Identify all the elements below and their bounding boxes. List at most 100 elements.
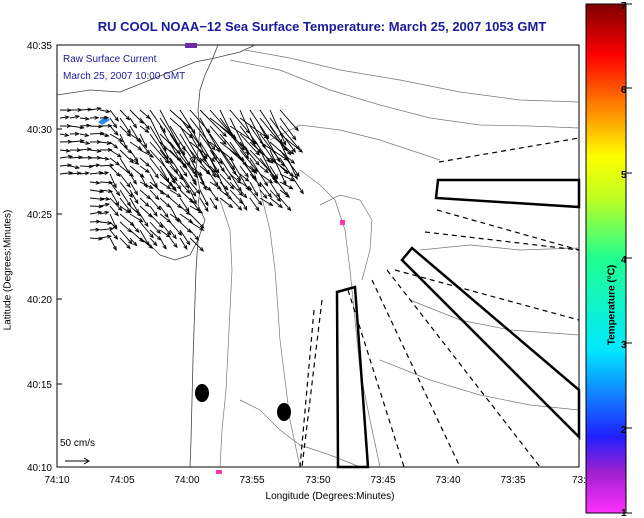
current-vector-head [192,170,197,176]
current-vector-head [176,149,182,155]
current-vector [149,165,159,179]
current-vector [209,141,234,161]
current-vector-head [185,207,190,213]
current-vector-head [98,236,104,241]
current-vector [279,125,300,150]
current-vector [179,141,196,164]
current-vector [269,189,281,202]
current-vector-head [285,193,291,198]
current-vector [129,213,143,223]
current-vector [179,133,196,160]
current-vector [189,205,203,214]
current-vector [259,173,273,184]
current-vector [89,237,103,240]
current-vector [209,117,237,139]
current-vector [99,189,113,192]
current-vector [79,172,89,175]
current-vector-head [275,192,281,198]
current-vector-head [176,217,182,223]
current-vector [199,197,209,212]
depth-contour [319,194,373,281]
current-vector [109,125,119,136]
current-vector [239,117,269,139]
current-vector [179,197,190,212]
x-axis-label: Longitude (Degrees:Minutes) [265,491,395,502]
radar-sector [400,246,581,441]
current-vector [109,157,120,166]
current-vector [139,213,149,227]
current-vector [79,133,89,137]
current-vector-head [214,181,219,187]
current-vector [99,116,109,119]
current-vector-head [78,155,84,160]
current-vector [159,221,172,235]
current-vector-head [165,203,171,208]
current-vector [159,197,171,208]
current-vector [79,148,91,151]
current-vector [69,125,84,129]
current-vector [189,229,199,241]
current-vector [189,165,203,176]
current-vector-head [192,199,197,205]
current-vector [199,181,212,191]
current-vector [259,117,288,151]
x-tick-label: 73:35 [500,475,525,486]
current-vector [139,237,153,249]
current-vector-head [254,191,259,197]
current-vector [279,149,300,177]
current-vector-head [264,168,270,174]
y-tick-label: 40:30 [27,125,52,136]
current-vector-head [115,191,121,197]
radar-sector [434,178,581,209]
current-vector [129,221,140,233]
current-vector [219,173,235,190]
current-vector-head [107,123,113,128]
current-vector-head [74,131,80,136]
depth-contour [229,59,580,129]
current-vector [149,181,164,195]
current-vector [179,149,197,175]
x-tick-label: 73:40 [435,475,460,486]
current-vector-head [212,168,217,174]
current-vector-head [192,191,197,197]
current-vector [79,165,93,168]
current-vector-head [236,176,242,182]
current-vector [79,117,89,120]
current-vector-head [278,203,284,209]
current-vector-head [145,162,151,168]
current-vector [159,117,185,155]
current-vector-head [132,179,137,185]
current-vector-head [174,217,179,223]
current-vector-head [176,185,182,191]
current-vector-head [109,163,115,168]
current-vector [169,221,182,236]
current-vector-head [75,165,81,170]
current-vector [109,229,118,240]
current-vector [149,237,158,246]
current-vector-head [276,157,281,163]
current-vector-head [96,219,102,224]
colorbar-tick-label: 7 [621,1,627,12]
legend-title: Raw Surface Current [63,54,157,65]
current-vector [219,181,229,191]
current-vector-head [127,228,133,233]
current-vector-head [238,191,244,197]
current-vector [149,205,158,217]
current-vector-head [153,211,158,217]
current-vector [109,189,120,206]
current-vector [129,141,142,151]
current-vector [199,133,223,165]
current-vector-head [95,227,101,232]
current-vector [199,109,227,137]
current-vector-head [114,131,119,136]
current-vector [169,181,177,192]
current-vector [149,125,173,164]
current-vector-head [104,156,110,161]
current-vector-head [107,189,114,194]
current-vector-head [156,205,162,211]
current-vector [199,157,220,179]
current-vector [219,165,232,180]
current-vector [169,213,182,222]
current-vector [99,141,111,144]
current-vector [189,221,204,231]
